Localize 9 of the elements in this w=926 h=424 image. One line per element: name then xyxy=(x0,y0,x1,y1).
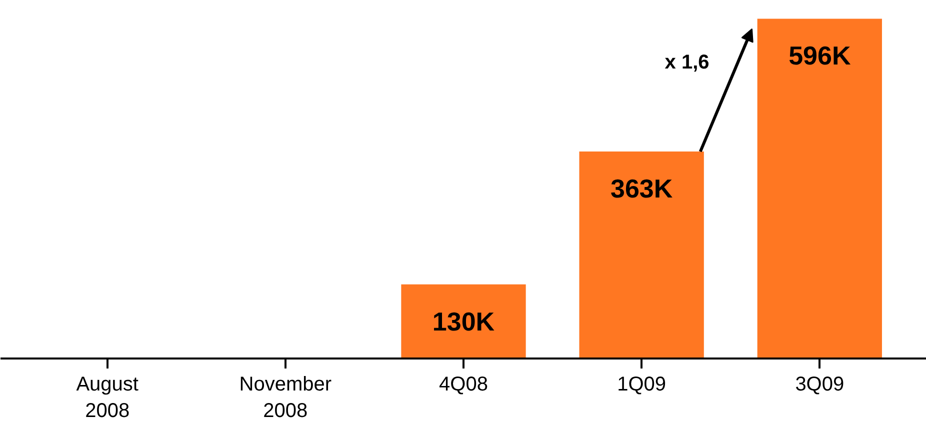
x-tick-label: November 2008 xyxy=(239,374,332,422)
x-tick-label: August 2008 xyxy=(76,374,139,422)
x-tick-label: 1Q09 xyxy=(617,374,666,396)
x-tick-label: 3Q09 xyxy=(795,374,844,396)
annotation: x 1,6 xyxy=(664,52,710,74)
data-label: 363K xyxy=(610,174,673,204)
x-tick-label: 4Q08 xyxy=(439,374,488,396)
data-label: 596K xyxy=(788,40,851,71)
data-label: 130K xyxy=(432,306,495,336)
